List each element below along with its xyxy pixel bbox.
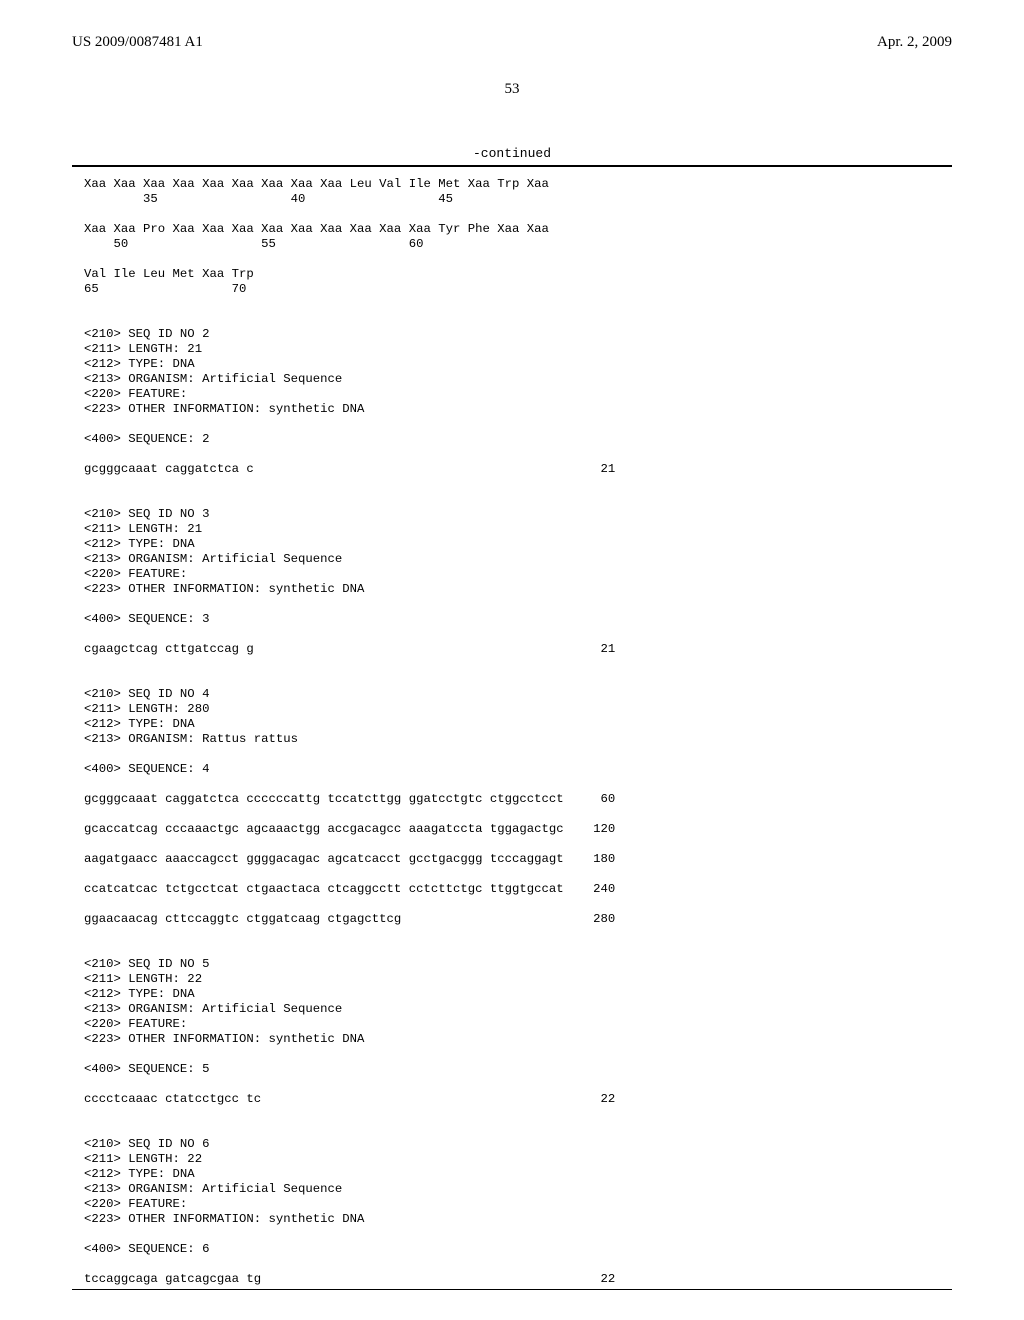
sequence-listing: Xaa Xaa Xaa Xaa Xaa Xaa Xaa Xaa Xaa Leu … xyxy=(84,177,952,1287)
publication-date: Apr. 2, 2009 xyxy=(877,34,952,51)
publication-number: US 2009/0087481 A1 xyxy=(72,34,203,51)
page-number: 53 xyxy=(72,81,952,98)
rule-top xyxy=(72,165,952,167)
running-header: US 2009/0087481 A1 Apr. 2, 2009 xyxy=(72,34,952,51)
continued-label: -continued xyxy=(72,146,952,161)
page: US 2009/0087481 A1 Apr. 2, 2009 53 -cont… xyxy=(0,0,1024,1320)
rule-bottom xyxy=(72,1289,952,1290)
